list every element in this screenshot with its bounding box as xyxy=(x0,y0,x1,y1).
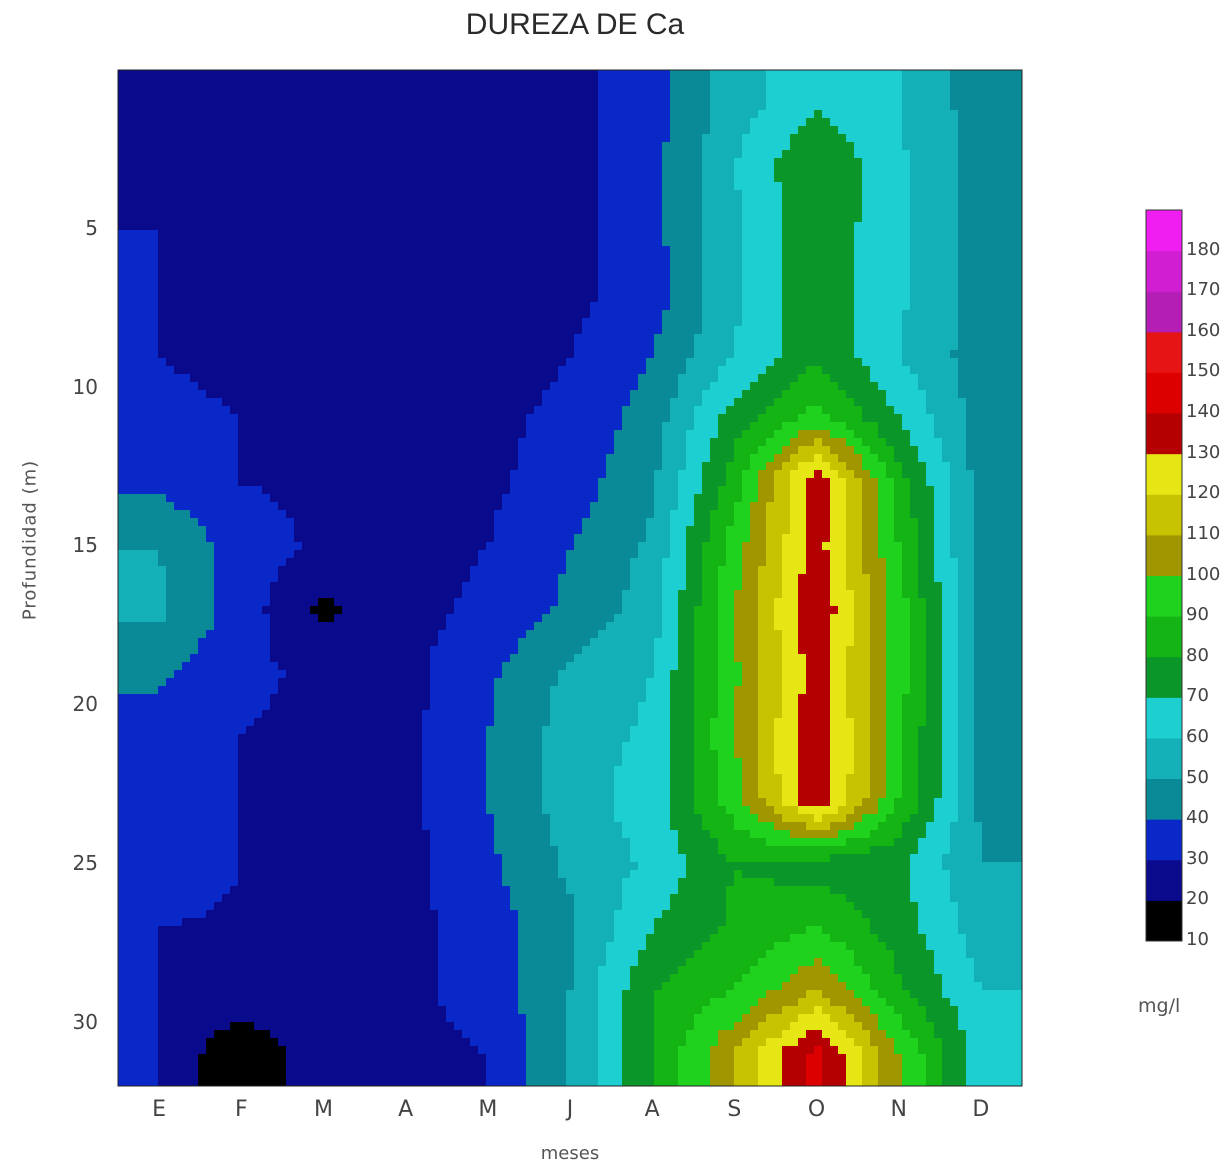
colorbar-tick-label: 110 xyxy=(1186,522,1221,544)
colorbar-tick-label: 60 xyxy=(1186,725,1209,747)
colorbar-tick-label: 160 xyxy=(1186,319,1221,341)
colorbar-tick-label: 20 xyxy=(1186,888,1209,910)
y-tick-label: 30 xyxy=(72,1009,98,1034)
plot-frame xyxy=(117,69,1023,1087)
colorbar-swatch xyxy=(1146,737,1182,780)
y-tick-label: 5 xyxy=(85,215,98,240)
colorbar-swatch xyxy=(1146,656,1182,698)
chart-title: DUREZA DE Ca xyxy=(465,8,685,41)
y-tick-label: 15 xyxy=(72,533,98,558)
x-tick-label: O xyxy=(807,1097,826,1122)
colorbar-swatch xyxy=(1146,859,1182,901)
x-tick-label: M xyxy=(313,1097,333,1122)
colorbar-swatch xyxy=(1146,900,1182,942)
x-axis-label: meses xyxy=(540,1143,600,1164)
colorbar-tick-label: 130 xyxy=(1186,441,1221,463)
colorbar-tick-label: 170 xyxy=(1186,279,1221,301)
y-tick-label: 20 xyxy=(72,692,98,716)
y-tick-label: 25 xyxy=(72,850,98,875)
colorbar-swatch xyxy=(1146,291,1182,333)
colorbar-tick-label: 180 xyxy=(1186,238,1221,260)
colorbar-swatch xyxy=(1146,494,1182,536)
x-tick-label: A xyxy=(644,1097,660,1122)
colorbar-swatch xyxy=(1146,331,1182,373)
colorbar-swatch xyxy=(1146,616,1182,658)
colorbar-swatch xyxy=(1146,534,1182,576)
x-tick-label: M xyxy=(478,1097,498,1122)
x-tick-label: S xyxy=(727,1097,742,1122)
colorbar-tick-label: 80 xyxy=(1186,644,1209,666)
colorbar-tick-label: 150 xyxy=(1186,360,1221,382)
colorbar-tick-label: 140 xyxy=(1186,401,1221,423)
colorbar-unit: mg/l xyxy=(1138,995,1181,1017)
colorbar-swatch xyxy=(1146,697,1182,739)
colorbar-tick-label: 120 xyxy=(1186,482,1221,504)
colorbar-swatch xyxy=(1146,819,1182,861)
x-tick-label: N xyxy=(890,1097,907,1122)
colorbar-swatch xyxy=(1146,210,1182,252)
colorbar xyxy=(1145,209,1183,942)
colorbar-tick-label: 50 xyxy=(1186,766,1209,788)
colorbar-swatch xyxy=(1146,778,1182,820)
x-tick-label: E xyxy=(152,1097,167,1122)
colorbar-tick-label: 100 xyxy=(1186,563,1221,585)
colorbar-swatch xyxy=(1146,372,1182,414)
colorbar-swatch xyxy=(1146,575,1182,617)
x-tick-label: A xyxy=(398,1097,414,1122)
x-tick-label: F xyxy=(234,1097,248,1122)
y-tick-label: 10 xyxy=(72,374,98,399)
colorbar-tick-label: 40 xyxy=(1186,807,1209,829)
colorbar-tick-label: 10 xyxy=(1186,929,1209,950)
y-axis-label: Profundidad (m) xyxy=(19,459,41,621)
colorbar-swatch xyxy=(1146,413,1182,455)
colorbar-tick-label: 30 xyxy=(1186,847,1209,869)
colorbar-tick-label: 90 xyxy=(1186,604,1209,626)
x-tick-label: D xyxy=(972,1097,990,1122)
x-tick-label: J xyxy=(566,1097,574,1122)
colorbar-swatch xyxy=(1146,250,1182,292)
contour-field xyxy=(118,70,1023,1087)
colorbar-swatch xyxy=(1146,453,1182,495)
colorbar-tick-label: 70 xyxy=(1186,685,1209,707)
